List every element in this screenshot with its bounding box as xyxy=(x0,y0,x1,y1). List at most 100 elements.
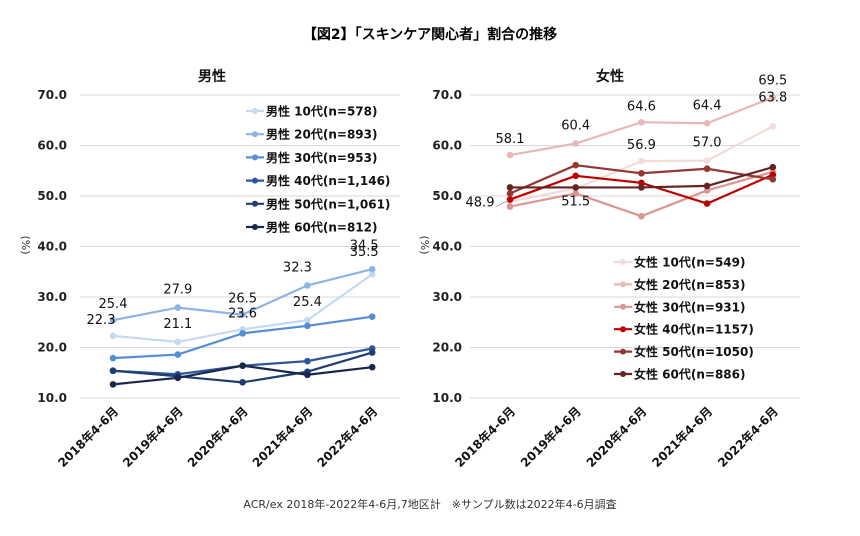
series-line xyxy=(112,347,373,376)
series-line xyxy=(112,315,373,360)
series-1 xyxy=(506,123,777,205)
data-point xyxy=(304,371,311,379)
figure-title: 【図2】「スキンケア関心者」割合の推移 xyxy=(302,27,558,43)
series-4 xyxy=(506,171,777,207)
y-tick-label: 60.0 xyxy=(432,139,462,153)
data-point xyxy=(703,119,711,127)
legend-item: 男性 20代(n=893) xyxy=(246,127,378,142)
legend-item: 男性 40代(n=1,146) xyxy=(246,173,390,188)
data-point xyxy=(368,270,376,278)
x-tick-label: 2018年4-6月 xyxy=(452,404,519,471)
data-point xyxy=(572,172,579,180)
y-tick-label: 40.0 xyxy=(432,240,462,254)
data-point xyxy=(703,165,711,173)
data-label: 63.8 xyxy=(758,90,787,105)
y-tick-label: 50.0 xyxy=(37,189,67,203)
data-point xyxy=(769,176,777,183)
data-label: 22.3 xyxy=(87,313,116,328)
x-tick-label: 2019年4-6月 xyxy=(119,404,186,471)
legend-label: 女性 50代(n=1050) xyxy=(634,344,754,359)
y-axis-label: (%) xyxy=(19,235,32,254)
legend-swatch-marker xyxy=(620,281,626,288)
leader-line xyxy=(495,200,509,207)
legend-label: 男性 20代(n=893) xyxy=(266,127,378,142)
data-point xyxy=(304,282,311,289)
data-point xyxy=(506,203,514,210)
data-point xyxy=(506,184,514,191)
series-2 xyxy=(506,94,777,159)
chart-panel-female: 女性 10.0 20.0 30.0 40.0 50.0 60.0 70.0 (%) 2018年4-… xyxy=(418,68,800,470)
data-label: 26.5 xyxy=(228,292,257,307)
chart-title: 女性 xyxy=(596,68,624,85)
data-point xyxy=(769,171,777,179)
series-2 xyxy=(109,265,376,324)
legend-item: 男性 10代(n=578) xyxy=(246,104,378,119)
legend: 女性 10代(n=549) 女性 20代(n=853) 女性 30代(n=931) 女… xyxy=(614,255,754,382)
data-point xyxy=(572,190,579,197)
data-point xyxy=(368,313,376,320)
data-point xyxy=(239,362,246,369)
legend-item: 男性 60代(n=812) xyxy=(246,220,378,235)
data-label: 57.0 xyxy=(693,136,722,151)
x-tick-label: 2018年4-6月 xyxy=(55,404,122,471)
data-point xyxy=(174,351,182,358)
data-point xyxy=(239,379,246,386)
legend-label: 女性 40代(n=1157) xyxy=(634,322,754,337)
data-point xyxy=(174,304,182,311)
data-point xyxy=(572,140,579,147)
data-point xyxy=(239,330,246,337)
legend: 男性 10代(n=578) 男性 20代(n=893) 男性 30代(n=953) 男… xyxy=(246,104,390,235)
y-tick-label: 30.0 xyxy=(37,290,67,304)
series-6 xyxy=(109,362,376,388)
x-tick-label: 2021年4-6月 xyxy=(649,404,716,471)
data-point xyxy=(109,316,117,324)
data-point xyxy=(638,169,645,177)
data-point xyxy=(769,94,777,101)
y-tick-label: 60.0 xyxy=(37,139,67,153)
data-label: 25.4 xyxy=(293,295,322,310)
x-tick-label: 2020年4-6月 xyxy=(583,404,650,471)
data-label: 64.6 xyxy=(627,99,656,114)
data-point xyxy=(174,338,182,346)
legend-item: 女性 20代(n=853) xyxy=(614,277,746,292)
data-label: 64.4 xyxy=(693,98,722,113)
chart-title: 男性 xyxy=(198,68,226,85)
data-point xyxy=(572,161,579,169)
y-tick-label: 10.0 xyxy=(37,391,67,405)
y-tick-label: 50.0 xyxy=(432,189,462,203)
legend-label: 男性 10代(n=578) xyxy=(266,104,378,119)
footnote: ACR/ex 2018年-2022年4-6月,7地区計 ※サンプル数は2022年… xyxy=(243,498,617,511)
data-point xyxy=(304,357,311,365)
chart-panel-male: 男性 10.0 20.0 30.0 40.0 50.0 60.0 70.0 (%) 2018年4-… xyxy=(19,68,400,470)
data-point xyxy=(638,118,645,126)
x-tick-label: 2022年4-6月 xyxy=(714,404,781,471)
data-point xyxy=(506,196,514,203)
data-label: 69.5 xyxy=(758,74,787,89)
data-point xyxy=(368,363,376,371)
legend-swatch-marker xyxy=(620,326,626,333)
legend-label: 女性 30代(n=931) xyxy=(634,299,746,314)
y-tick-label: 20.0 xyxy=(37,341,67,355)
legend-label: 男性 30代(n=953) xyxy=(266,150,378,165)
y-tick-label: 20.0 xyxy=(432,341,462,355)
data-label: 25.4 xyxy=(99,297,128,312)
data-point xyxy=(769,163,777,171)
data-point xyxy=(506,190,514,197)
y-tick-label: 70.0 xyxy=(432,88,462,102)
y-tick-label: 40.0 xyxy=(37,240,67,254)
data-point xyxy=(703,157,711,164)
x-tick-label: 2019年4-6月 xyxy=(517,404,584,471)
data-label: 21.1 xyxy=(163,317,192,332)
legend-swatch-marker xyxy=(252,154,258,161)
series-3 xyxy=(109,313,376,362)
data-point xyxy=(109,381,117,388)
data-label: 27.9 xyxy=(163,283,192,298)
legend-swatch-marker xyxy=(620,303,626,310)
series-6 xyxy=(506,163,777,191)
data-label: 35.5 xyxy=(350,245,379,260)
data-label: 58.1 xyxy=(496,132,525,147)
data-point xyxy=(368,349,376,356)
legend-label: 女性 10代(n=549) xyxy=(634,255,746,270)
data-label: 56.9 xyxy=(627,138,656,153)
